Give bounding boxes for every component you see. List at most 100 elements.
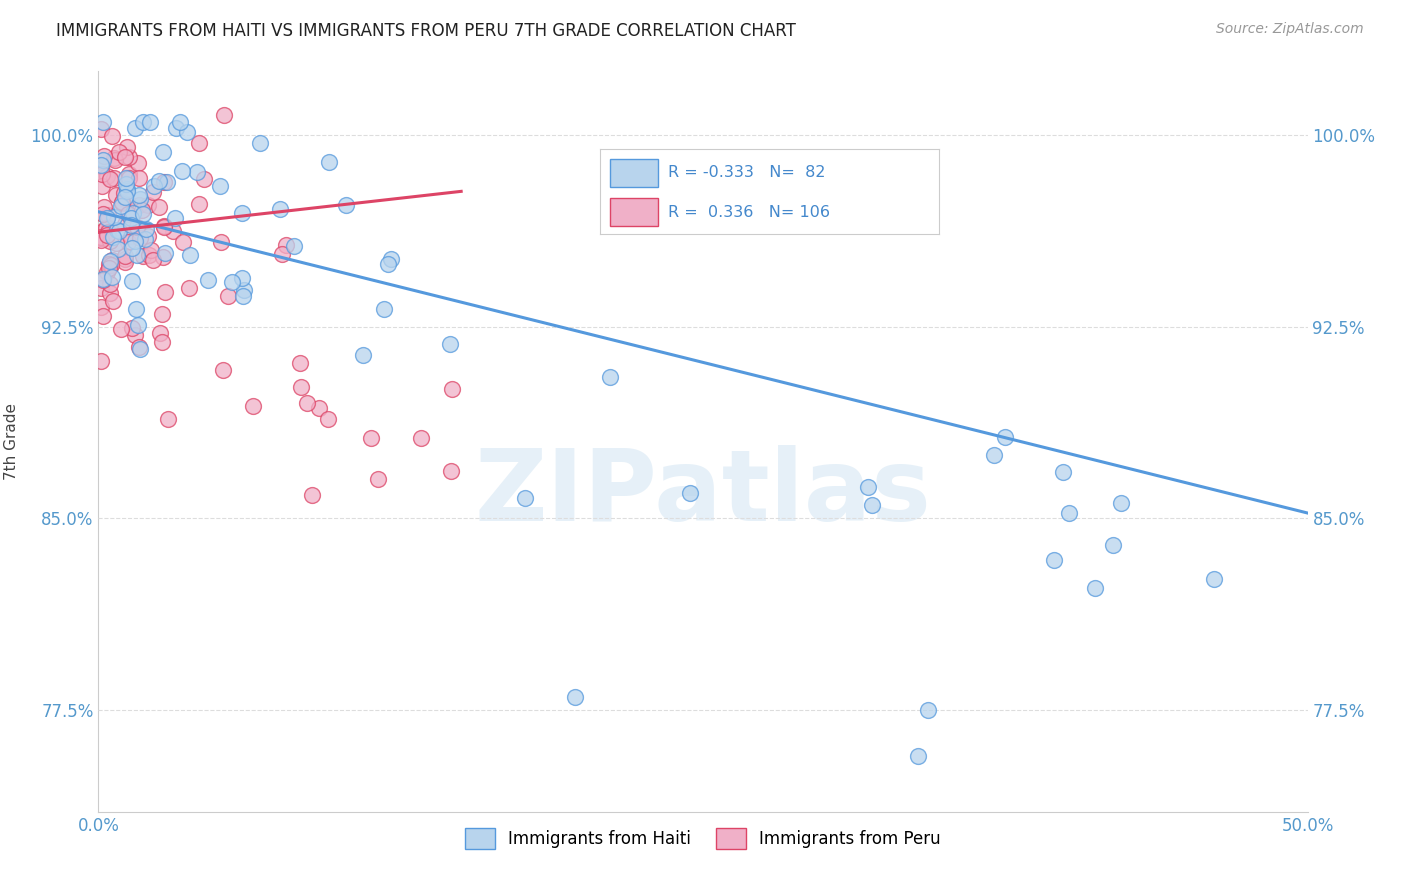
Point	[129, 343, 152, 357]
Point	[128, 198, 150, 212]
Point	[97, 225, 120, 239]
Point	[91, 207, 114, 221]
Point	[1101, 538, 1123, 552]
Point	[157, 411, 180, 425]
Point	[114, 248, 136, 262]
Point	[153, 219, 176, 233]
Point	[108, 224, 131, 238]
Point	[209, 235, 232, 249]
Point	[96, 220, 118, 235]
Point	[120, 219, 142, 233]
Point	[297, 396, 319, 410]
Point	[352, 348, 374, 362]
Point	[104, 153, 127, 168]
Point	[90, 159, 112, 173]
Point	[115, 184, 138, 198]
Point	[221, 276, 243, 290]
Point	[856, 481, 879, 495]
Point	[114, 252, 136, 266]
Point	[373, 301, 395, 316]
Point	[114, 255, 136, 269]
Point	[142, 179, 165, 194]
Point	[97, 208, 120, 222]
Point	[1043, 552, 1066, 566]
Point	[136, 229, 159, 244]
Point	[98, 277, 121, 292]
Point	[155, 246, 177, 260]
Point	[211, 363, 233, 377]
Point	[564, 690, 586, 704]
Point	[301, 488, 323, 502]
Point	[114, 190, 136, 204]
Point	[217, 289, 239, 303]
Point	[101, 270, 124, 285]
Point	[1084, 582, 1107, 596]
Point	[152, 250, 174, 264]
Point	[513, 491, 536, 505]
Point	[142, 185, 165, 199]
Point	[122, 205, 145, 219]
Point	[100, 258, 122, 272]
Point	[177, 281, 200, 295]
Point	[118, 167, 141, 181]
Point	[1109, 496, 1132, 510]
Point	[125, 248, 148, 262]
Point	[90, 231, 112, 245]
Point	[129, 192, 152, 206]
Point	[231, 205, 253, 219]
Point	[108, 145, 131, 159]
Point	[132, 206, 155, 220]
Point	[153, 285, 176, 299]
Point	[165, 211, 187, 225]
Point	[148, 200, 170, 214]
Point	[91, 224, 114, 238]
Point	[276, 238, 298, 252]
Point	[91, 272, 114, 286]
Point	[93, 309, 115, 323]
Point	[186, 165, 208, 179]
Point	[136, 198, 159, 212]
Point	[380, 252, 402, 266]
Point	[124, 235, 146, 249]
Point	[117, 171, 139, 186]
Point	[103, 210, 125, 224]
Point	[231, 271, 253, 285]
Point	[91, 115, 114, 129]
Point	[120, 211, 142, 226]
Point	[139, 243, 162, 257]
Point	[91, 153, 114, 168]
Point	[98, 234, 121, 248]
Point	[153, 175, 176, 189]
Point	[138, 248, 160, 262]
Point	[152, 219, 174, 234]
Point	[212, 108, 235, 122]
Point	[103, 170, 125, 185]
Point	[860, 499, 883, 513]
Point	[103, 293, 125, 308]
Point	[316, 412, 339, 426]
Point	[128, 340, 150, 354]
Point	[90, 121, 112, 136]
Point	[111, 196, 134, 211]
Point	[907, 748, 929, 763]
Point	[121, 241, 143, 255]
Point	[120, 229, 142, 244]
Point	[165, 121, 187, 136]
Point	[98, 285, 121, 300]
Point	[97, 260, 120, 275]
Point	[121, 320, 143, 334]
Point	[115, 194, 138, 208]
Point	[288, 356, 311, 370]
Point	[440, 464, 463, 478]
Point	[90, 230, 112, 244]
Point	[105, 235, 128, 250]
Point	[1052, 465, 1074, 479]
Point	[441, 382, 464, 396]
Point	[98, 171, 121, 186]
Point	[150, 335, 173, 350]
Point	[115, 177, 138, 191]
Point	[124, 302, 146, 317]
Point	[169, 115, 191, 129]
Point	[994, 429, 1017, 443]
Point	[678, 485, 700, 500]
